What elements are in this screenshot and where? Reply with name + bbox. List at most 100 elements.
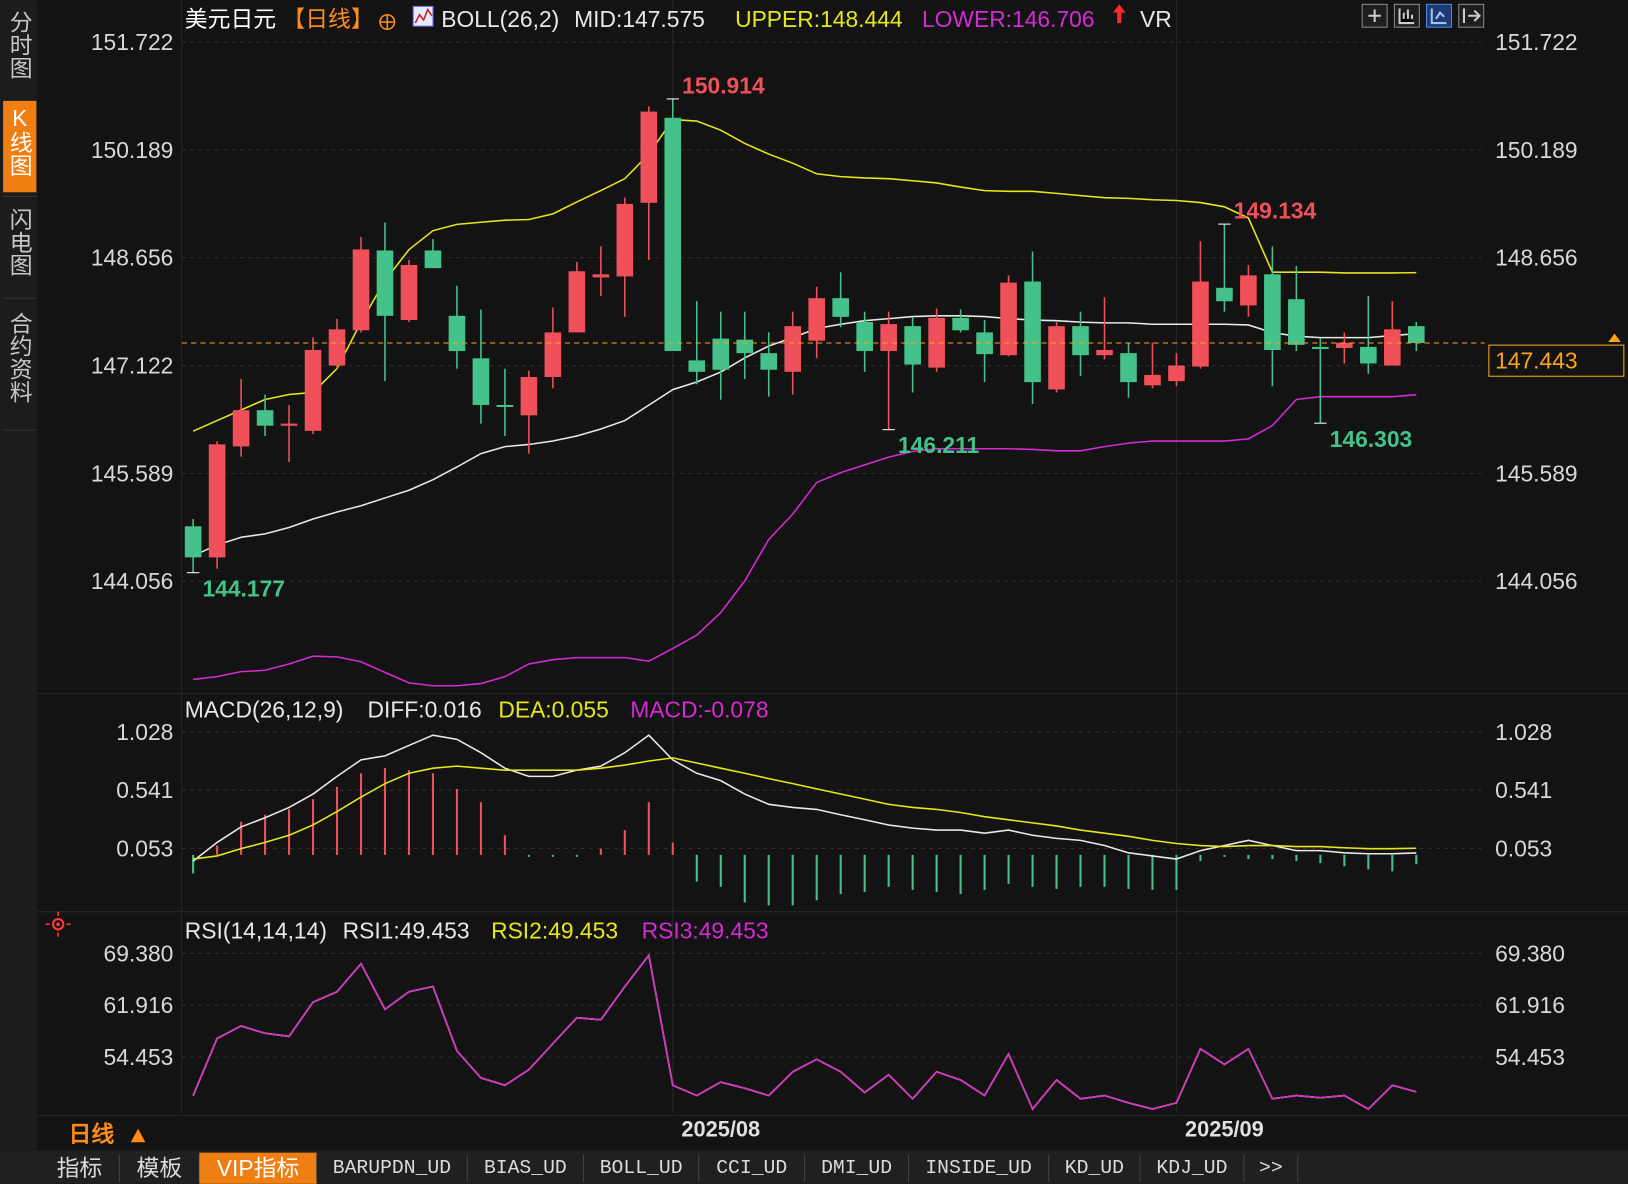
tab[interactable]: INSIDE_UD — [925, 1157, 1031, 1179]
tab[interactable]: BOLL_UD — [600, 1157, 683, 1179]
y-tick-label: 151.722 — [91, 29, 174, 55]
y-tick-label: 0.053 — [116, 836, 173, 862]
legend-name: DIFF: — [368, 696, 425, 722]
legend-value: 148.444 — [820, 6, 903, 32]
candle-body — [760, 353, 778, 370]
indicator-line — [193, 757, 1417, 860]
candle-body — [688, 360, 706, 372]
indicator-line — [192, 734, 1417, 862]
legend-entry: RSI3:49.453 — [642, 917, 769, 943]
candle-body — [1264, 274, 1281, 350]
candle-body — [544, 332, 562, 377]
tab[interactable]: KDJ_UD — [1156, 1157, 1227, 1179]
candle-body — [1288, 299, 1305, 345]
y-tick-label: 61.916 — [1495, 992, 1565, 1018]
legend-value: 49.453 — [699, 917, 769, 943]
target-icon — [45, 911, 71, 937]
candle-body — [1216, 287, 1233, 302]
indicator-line — [192, 315, 1417, 557]
candle-body — [712, 338, 730, 370]
candle-body — [1192, 281, 1209, 367]
y-tick-label: 54.453 — [104, 1044, 174, 1070]
indicator-icon[interactable] — [412, 5, 434, 27]
y-tick-label: 0.541 — [116, 777, 173, 803]
candle-body — [472, 358, 490, 405]
indicator: BOLL(26,2) — [441, 6, 559, 32]
candle-body — [424, 250, 442, 269]
candle-body — [1168, 365, 1185, 382]
x-tick-label: 2025/09 — [1185, 1116, 1264, 1141]
period-arrow[interactable] — [130, 1128, 146, 1143]
legend-name: RSI2: — [491, 917, 548, 943]
add-icon[interactable] — [379, 13, 396, 31]
candle-body — [1336, 342, 1353, 348]
candle-body — [256, 410, 274, 426]
candle-body — [376, 250, 394, 316]
y-tick-label: 148.656 — [91, 245, 174, 271]
panel-title: RSI(14,14,14) — [185, 917, 327, 943]
legend-name: RSI1: — [343, 917, 400, 943]
sidebar-tab[interactable]: 合约资料 — [7, 312, 33, 404]
legend-name: MID: — [574, 6, 622, 32]
tab[interactable]: KD_UD — [1065, 1157, 1124, 1179]
y-tick-label: 69.380 — [104, 940, 174, 966]
y-tick-label: 144.056 — [1495, 568, 1578, 594]
candle-body — [520, 376, 538, 416]
candle-body — [1048, 326, 1065, 390]
legend-entry: DIFF:0.016 — [368, 696, 482, 722]
toolbar[interactable] — [1361, 3, 1485, 28]
y-tick-label: 147.122 — [91, 353, 174, 379]
candle-body — [856, 321, 873, 352]
last-price-arrow — [1608, 333, 1621, 342]
tab[interactable]: CCI_UD — [716, 1157, 787, 1179]
legend-entry: LOWER:146.706 — [922, 6, 1095, 32]
candle-body — [184, 526, 202, 558]
y-tick-label: 0.541 — [1495, 777, 1552, 803]
candle-body — [1240, 275, 1257, 306]
legend-name: MACD: — [630, 696, 704, 722]
candle-body — [568, 271, 586, 333]
legend-entry: UPPER:148.444 — [735, 6, 903, 32]
up-arrow-icon — [1113, 4, 1126, 24]
tab[interactable]: 指标 — [57, 1155, 103, 1181]
y-tick-label: 151.722 — [1495, 29, 1578, 55]
tab[interactable]: VIP指标 — [217, 1155, 299, 1181]
tab[interactable]: 模板 — [137, 1155, 183, 1181]
legend-entry: MID:147.575 — [574, 6, 705, 32]
indicator-line — [192, 953, 1417, 1111]
candle-body — [976, 332, 993, 355]
low-label: 146.211 — [898, 432, 980, 458]
y-tick-label: 61.916 — [104, 992, 174, 1018]
symbol: 美元日元 — [185, 6, 276, 32]
candle-body — [928, 317, 945, 368]
high-label: 150.914 — [682, 72, 765, 98]
tab[interactable]: DMI_UD — [821, 1157, 892, 1179]
candle-body — [1144, 374, 1161, 386]
legend-name: UPPER: — [735, 6, 820, 32]
tab[interactable]: >> — [1259, 1157, 1283, 1179]
x-tick-label: 2025/08 — [681, 1116, 760, 1141]
candle-body — [1384, 329, 1401, 366]
legend-value: 49.453 — [400, 917, 470, 943]
candle-body — [592, 274, 610, 278]
sidebar-tab[interactable]: K线图 — [7, 105, 33, 177]
y-tick-label: 144.056 — [91, 568, 174, 594]
tab[interactable]: BARUPDN_UD — [333, 1157, 451, 1179]
candle-body — [352, 249, 370, 331]
candle-body — [1096, 349, 1113, 356]
candle-body — [616, 203, 634, 277]
panel-title: MACD(26,12,9) — [185, 696, 344, 722]
last-price-box — [1488, 344, 1625, 377]
candle-body — [232, 410, 250, 447]
y-tick-label: 145.589 — [1495, 460, 1578, 486]
sidebar-tab[interactable]: 分时图 — [7, 11, 33, 80]
candle-body — [832, 298, 849, 317]
candle-body — [880, 324, 897, 352]
y-tick-label: 148.656 — [1495, 245, 1578, 271]
candle-body — [328, 329, 346, 366]
tab[interactable]: BIAS_UD — [484, 1157, 567, 1179]
sidebar-tab[interactable]: 闪电图 — [7, 208, 33, 277]
period-selector[interactable]: 日线 — [69, 1121, 115, 1147]
candle-body — [952, 317, 969, 331]
